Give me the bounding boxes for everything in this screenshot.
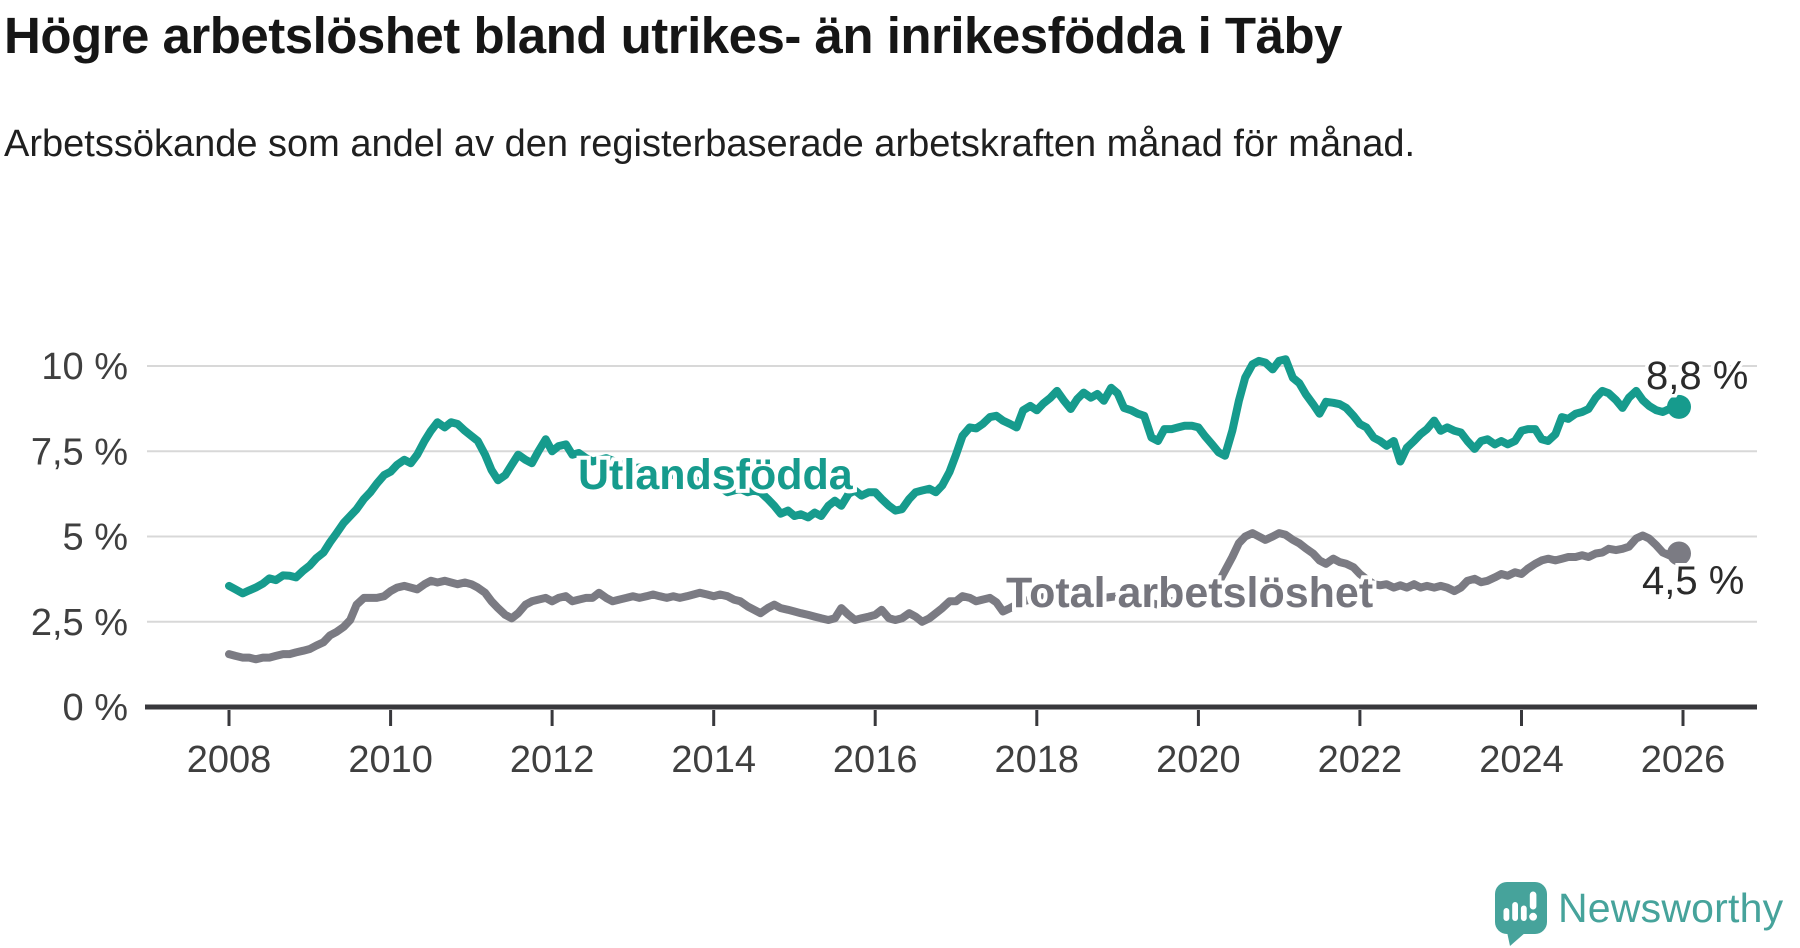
series-inline-label: Total arbetslöshet bbox=[1006, 569, 1373, 617]
series-inline-label: Utlandsfödda bbox=[578, 451, 854, 499]
series-end-value-label: 4,5 % bbox=[1642, 559, 1744, 603]
x-axis-tick-label: 2012 bbox=[510, 739, 595, 781]
x-axis-tick-label: 2008 bbox=[187, 739, 272, 781]
x-axis-tick-label: 2024 bbox=[1479, 739, 1564, 781]
y-axis-tick-label: 10 % bbox=[41, 346, 128, 388]
y-axis-tick-label: 5 % bbox=[63, 517, 128, 559]
newsworthy-logo-text: Newsworthy bbox=[1558, 885, 1784, 931]
series-end-dot bbox=[1667, 394, 1691, 419]
newsworthy-logo[interactable]: Newsworthy bbox=[1495, 882, 1783, 946]
x-axis-tick-label: 2018 bbox=[995, 739, 1080, 781]
newsworthy-logo-icon bbox=[1495, 882, 1547, 946]
y-axis-tick-label: 0 % bbox=[63, 687, 128, 729]
y-axis-tick-label: 2,5 % bbox=[31, 602, 128, 644]
x-axis-tick-label: 2010 bbox=[348, 739, 433, 781]
x-axis-tick-label: 2014 bbox=[671, 739, 756, 781]
series-line-total-arbetsl-shet bbox=[225, 529, 1683, 664]
chart-title: Högre arbetslöshet bland utrikes- än inr… bbox=[4, 7, 1342, 64]
x-axis-tick-label: 2020 bbox=[1156, 739, 1241, 781]
chart-subtitle: Arbetssökande som andel av den registerb… bbox=[4, 123, 1416, 165]
x-axis-tick-label: 2026 bbox=[1641, 739, 1726, 781]
series-end-value-label: 8,8 % bbox=[1646, 354, 1748, 398]
series-end-dot bbox=[1667, 541, 1691, 566]
x-axis-tick-label: 2016 bbox=[833, 739, 918, 781]
x-axis-tick-label: 2022 bbox=[1318, 739, 1403, 781]
series-line-utlandsf-dda bbox=[225, 355, 1683, 598]
y-axis-tick-label: 7,5 % bbox=[31, 431, 128, 473]
